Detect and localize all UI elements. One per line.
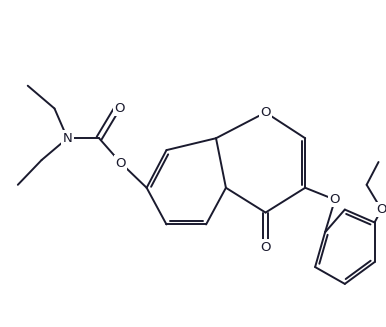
Text: O: O [115,102,125,115]
Text: N: N [63,132,72,145]
Text: O: O [330,193,340,206]
Text: O: O [260,241,271,254]
Text: O: O [376,203,386,216]
Text: O: O [116,157,126,169]
Text: O: O [260,106,271,119]
